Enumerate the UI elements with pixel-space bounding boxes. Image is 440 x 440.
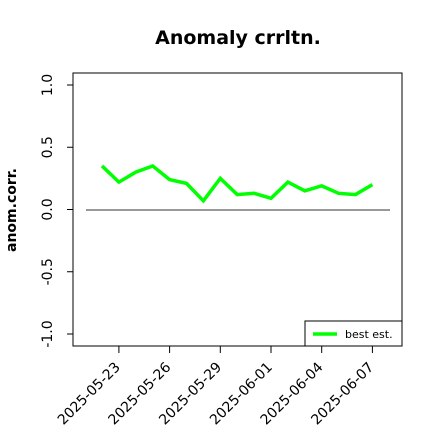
series-line — [100, 163, 374, 204]
legend-label: best est. — [345, 328, 393, 341]
y-tick-label: -0.5 — [40, 258, 56, 285]
y-axis: -1.0 -0.5 0.0 0.5 1.0 — [40, 74, 73, 348]
chart-title: Anomaly crrltn. — [155, 27, 321, 49]
y-tick-label: 0.5 — [40, 136, 56, 158]
y-axis-label: anom.corr. — [4, 168, 20, 252]
legend: best est. — [304, 320, 403, 347]
y-tick-label: 0.0 — [40, 198, 56, 220]
y-tick-label: -1.0 — [40, 320, 56, 347]
y-tick-label: 1.0 — [40, 74, 56, 96]
x-axis: 2025-05-232025-05-262025-05-292025-06-01… — [55, 346, 377, 428]
series-layer — [100, 163, 374, 204]
